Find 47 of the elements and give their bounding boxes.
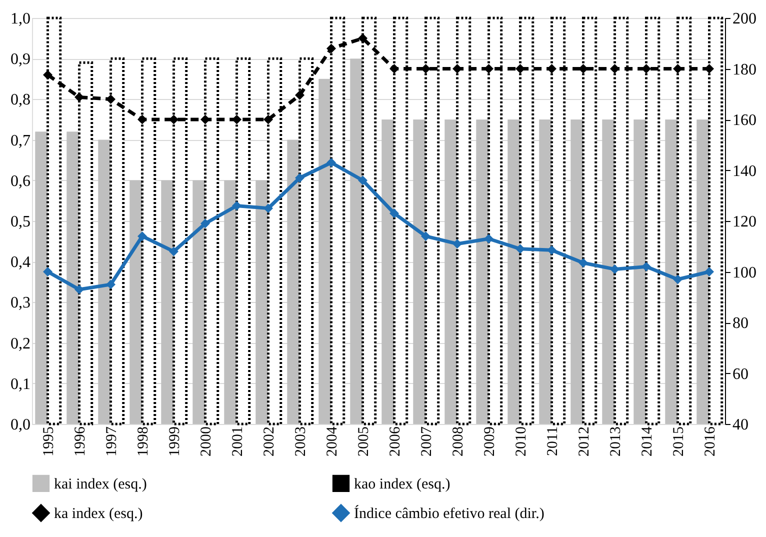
- x-tick-label: 2003: [292, 426, 309, 456]
- x-tick-label: 2004: [324, 426, 340, 456]
- x-tick-label: 2009: [482, 426, 498, 456]
- x-tick-label: 1995: [40, 426, 57, 456]
- y2-tick-label: 80: [732, 315, 748, 332]
- y2-tick-label: 40: [732, 416, 748, 434]
- y-tick-label: 0,7: [10, 132, 30, 150]
- y-tick-label: 0,5: [10, 214, 30, 230]
- x-tick-label: 2002: [261, 426, 278, 456]
- y2-tick-label: 180: [732, 61, 756, 78]
- x-tick-label: 2011: [544, 426, 561, 456]
- y2-tick-label: 160: [732, 112, 756, 129]
- legend-label: kai index (esq.): [54, 476, 147, 492]
- x-tick-label: 2006: [387, 426, 404, 456]
- x-tick-label: 2016: [702, 426, 718, 456]
- y-tick-label: 0,9: [10, 51, 30, 68]
- y-tick-label: 0,0: [10, 416, 30, 434]
- x-tick-label: 2012: [576, 426, 592, 456]
- x-tick-label: 2005: [356, 426, 372, 456]
- y2-tick-label: 60: [732, 366, 748, 383]
- y2-tick-label: 200: [732, 10, 756, 28]
- y-tick-label: 0,1: [10, 376, 30, 393]
- y-tick-label: 0,6: [10, 172, 30, 190]
- x-tick-label: 2015: [670, 426, 687, 456]
- x-tick-label: 2013: [608, 426, 624, 456]
- x-tick-label: 1998: [135, 426, 152, 456]
- y2-tick-label: 120: [732, 214, 756, 230]
- legend-label: kao index (esq.): [354, 476, 450, 492]
- x-tick-label: 2010: [513, 426, 530, 456]
- y2-tick-label: 100: [732, 264, 756, 282]
- y-tick-label: 1,0: [10, 10, 30, 28]
- x-tick-label: 2000: [198, 426, 214, 456]
- x-tick-label: 2007: [418, 426, 435, 456]
- x-tick-label: 2014: [639, 426, 656, 456]
- y-tick-label: 0,4: [10, 254, 30, 272]
- x-tick-label: 1996: [72, 426, 88, 456]
- y-tick-label: 0,3: [10, 294, 30, 312]
- legend-label: ka index (esq.): [54, 506, 143, 522]
- x-tick-label: 1997: [104, 426, 120, 456]
- x-tick-label: 1999: [166, 426, 183, 456]
- y-tick-label: 0,8: [10, 92, 30, 109]
- y2-tick-label: 140: [732, 162, 756, 180]
- x-tick-label: 2001: [230, 426, 246, 456]
- point: [484, 234, 494, 244]
- y-tick-label: 0,2: [10, 335, 30, 352]
- x-tick-label: 2008: [450, 426, 466, 456]
- legend-label: Índice câmbio efetivo real (dir.): [354, 505, 544, 522]
